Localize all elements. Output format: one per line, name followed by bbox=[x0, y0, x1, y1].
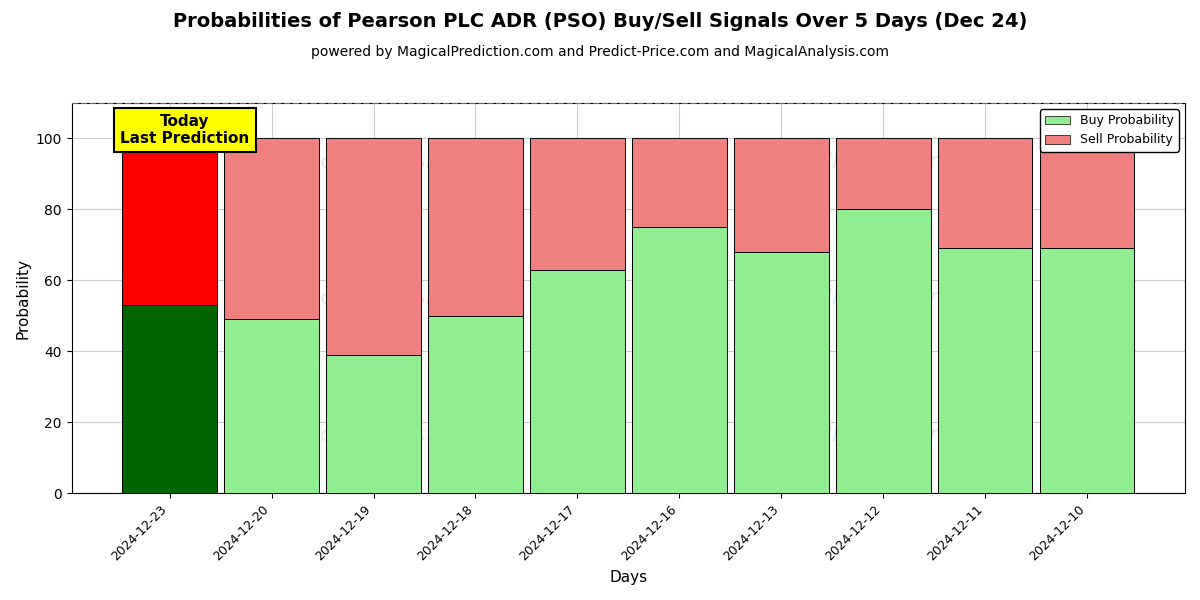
Bar bbox=[1039, 139, 1134, 248]
Bar bbox=[632, 227, 727, 493]
Text: MagicalPrediction.com: MagicalPrediction.com bbox=[748, 288, 998, 308]
Bar bbox=[835, 139, 930, 209]
Text: MagicalAnalysis.com: MagicalAnalysis.com bbox=[268, 425, 499, 445]
Bar bbox=[428, 316, 523, 493]
Bar bbox=[326, 355, 421, 493]
Bar bbox=[122, 139, 217, 305]
Bar bbox=[530, 269, 625, 493]
Bar bbox=[937, 139, 1032, 248]
Legend: Buy Probability, Sell Probability: Buy Probability, Sell Probability bbox=[1040, 109, 1178, 151]
Bar bbox=[734, 139, 829, 252]
Bar bbox=[122, 305, 217, 493]
Text: MagicalPrediction.com: MagicalPrediction.com bbox=[748, 152, 998, 172]
Bar bbox=[326, 139, 421, 355]
Text: MagicalPrediction.com: MagicalPrediction.com bbox=[748, 425, 998, 445]
Bar bbox=[428, 139, 523, 316]
Text: MagicalAnalysis.com: MagicalAnalysis.com bbox=[268, 288, 499, 308]
X-axis label: Days: Days bbox=[610, 570, 647, 585]
Bar bbox=[224, 319, 319, 493]
Bar bbox=[937, 248, 1032, 493]
Bar bbox=[1039, 248, 1134, 493]
Bar bbox=[224, 139, 319, 319]
Bar bbox=[632, 139, 727, 227]
Text: Probabilities of Pearson PLC ADR (PSO) Buy/Sell Signals Over 5 Days (Dec 24): Probabilities of Pearson PLC ADR (PSO) B… bbox=[173, 12, 1027, 31]
Text: MagicalAnalysis.com: MagicalAnalysis.com bbox=[268, 152, 499, 172]
Bar bbox=[835, 209, 930, 493]
Y-axis label: Probability: Probability bbox=[16, 257, 30, 338]
Bar bbox=[734, 252, 829, 493]
Bar bbox=[530, 139, 625, 269]
Text: Today
Last Prediction: Today Last Prediction bbox=[120, 113, 250, 146]
Text: powered by MagicalPrediction.com and Predict-Price.com and MagicalAnalysis.com: powered by MagicalPrediction.com and Pre… bbox=[311, 45, 889, 59]
